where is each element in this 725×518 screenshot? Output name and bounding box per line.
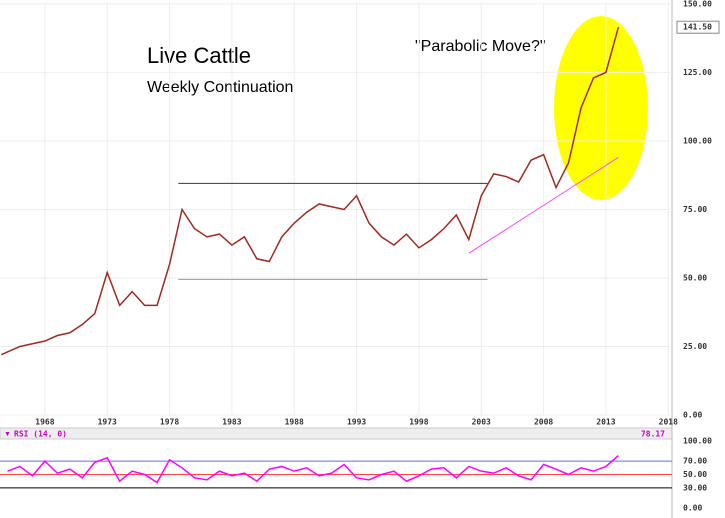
y-tick-label: 50.00 [683,273,707,282]
trendline [468,156,619,254]
chart-subtitle: Weekly Continuation [147,79,293,96]
y-tick-label: 100.00 [683,437,712,446]
highlight-ellipse [554,16,648,200]
chart-title: Live Cattle [147,43,251,68]
y-tick-label: 75.00 [683,205,707,214]
x-tick-label: 2003 [472,418,491,427]
x-tick-label: 2013 [596,418,615,427]
x-tick-label: 1968 [35,418,54,427]
y-tick-label: 50.00 [683,470,707,479]
rsi-arrow: ▼ [4,431,11,438]
last-value-label: 141.50 [683,23,712,32]
y-tick-label: 100.00 [683,136,712,145]
last-value-box [676,20,720,34]
annotation: "Parabolic Move?" [415,38,546,55]
price-line [0,27,620,356]
y-tick-label: 125.00 [683,68,712,77]
x-tick-label: 1998 [409,418,428,427]
x-tick-label: 1988 [285,418,304,427]
y-tick-label: 0.00 [683,504,702,513]
y-tick-label: 30.00 [683,483,707,492]
rsi-header [0,427,673,440]
x-tick-label: 1993 [347,418,366,427]
x-tick-label: 2018 [659,418,678,427]
x-tick-label: 2008 [534,418,553,427]
y-tick-label: 0.00 [683,411,702,420]
rsi-last-value: 78.17 [641,430,665,439]
x-tick-label: 1983 [222,418,241,427]
y-tick-label: 70.00 [683,457,707,466]
rsi-title: RSI (14, 0) [14,430,67,439]
price-line [7,455,619,484]
x-tick-label: 1973 [98,418,117,427]
x-tick-label: 1978 [160,418,179,427]
y-tick-label: 150.00 [683,0,712,8]
y-tick-label: 25.00 [683,342,707,351]
